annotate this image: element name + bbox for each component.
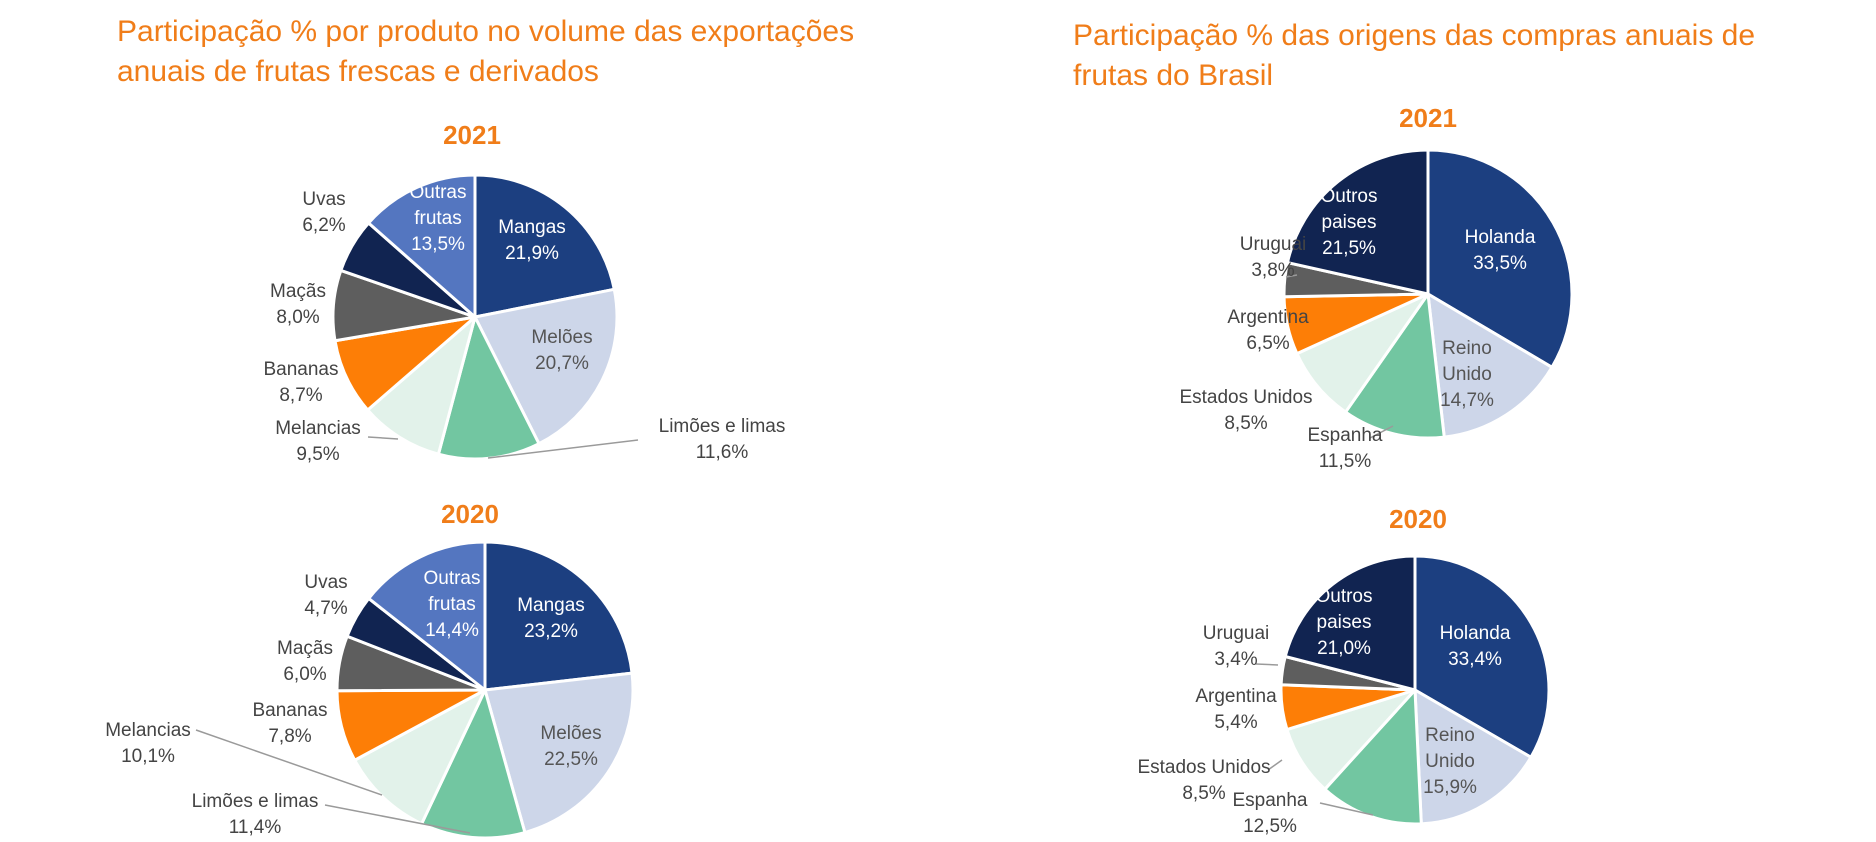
export-2021-label-limoes-e-limas: Limões e limas 11,6%: [659, 416, 786, 463]
export-2021-label-mangas: Mangas 21,9%: [498, 217, 566, 264]
export-2021-label-meloes: Melões 20,7%: [531, 327, 592, 374]
export-2020-label-macas: Maçãs 6,0%: [277, 638, 333, 685]
import-2020-year-label: 2020: [1389, 504, 1447, 534]
export-2020-slice-melancias: [353, 688, 487, 826]
import-2021-leader-espanha: [1369, 425, 1394, 439]
export-2020-slice-meloes: [483, 671, 635, 835]
import-2020-label-espanha: Espanha 12,5%: [1232, 790, 1307, 837]
export-2021-label-uvas: Uvas 6,2%: [302, 189, 345, 236]
export-2020-chart: 2020 Mangas 23,2% Melões 22,5% Limões e limas…: [105, 499, 635, 840]
import-2021-label-argentina: Argentina 6,5%: [1227, 307, 1309, 354]
export-2020-label-limoes-e-limas: Limões e limas 11,4%: [192, 791, 319, 838]
import-2021-label-uruguai: Uruguai 3,8%: [1240, 234, 1307, 281]
export-2021-leader-melancias: [367, 436, 399, 440]
import-2020-slice-holanda: [1413, 554, 1551, 759]
import-2020-label-estados-unidos: Estados Unidos 8,5%: [1137, 757, 1270, 804]
export-2021-label-melancias: Melancias 9,5%: [275, 418, 361, 465]
export-2021-slice-outras-frutas: [367, 173, 477, 319]
import-2020-slice-espanha: [1323, 688, 1423, 826]
import-2021-year-label: 2021: [1399, 103, 1457, 133]
import-2021-label-espanha: Espanha 11,5%: [1307, 425, 1382, 472]
export-2020-slice-outras-frutas: [367, 540, 487, 692]
import-2021-slice-espanha: [1344, 292, 1446, 440]
export-2021-slice-mangas: [473, 173, 616, 319]
left-panel-title: Participação % por produto no volume das…: [117, 15, 855, 88]
import-2020-leader-uruguai: [1255, 663, 1279, 666]
export-2020-label-outras-frutas: Outras frutas 14,4%: [423, 568, 480, 641]
export-2020-year-label: 2020: [441, 499, 499, 529]
right-panel-title: Participação % das origens das compras a…: [1073, 19, 1756, 92]
export-2020-slice-mangas: [483, 540, 634, 692]
export-2021-year-label: 2021: [443, 120, 501, 150]
import-2020-label-reino-unido: Reino Unido 15,9%: [1423, 725, 1477, 798]
import-2020-slice-outros-paises: [1283, 554, 1417, 692]
import-2020-label-outros-paises: Outros paises 21,0%: [1315, 586, 1372, 659]
import-2021-label-outros-paises: Outros paises 21,5%: [1320, 186, 1377, 259]
export-2020-label-bananas: Bananas 7,8%: [252, 700, 327, 747]
export-2020-leader-melancias: [195, 729, 383, 796]
import-2020-label-holanda: Holanda 33,4%: [1440, 623, 1511, 670]
import-2021-leader-uruguai: [1285, 274, 1298, 278]
import-2021-label-estados-unidos: Estados Unidos 8,5%: [1179, 387, 1312, 434]
export-2021-label-macas: Maçãs 8,0%: [270, 281, 326, 328]
import-2020-slice-reino-unido: [1413, 688, 1533, 826]
export-2021-slice-melancias: [366, 315, 477, 456]
export-2021-leader-limoes-e-limas: [487, 439, 639, 459]
import-2021-label-reino-unido: Reino Unido 14,7%: [1440, 338, 1494, 411]
import-2021-slice-outros-paises: [1285, 148, 1430, 296]
import-2020-leader-espanha: [1319, 802, 1374, 816]
import-2020-leader-estados-unidos: [1267, 759, 1283, 771]
export-2021-slice-meloes: [473, 287, 619, 446]
export-2021-chart: 2021 Mangas 21,9% Melões 20,7% Limões e limas…: [263, 120, 785, 465]
export-2020-label-mangas: Mangas 23,2%: [517, 595, 585, 642]
export-2020-label-meloes: Melões 22,5%: [540, 723, 601, 770]
import-2020-label-uruguai: Uruguai 3,4%: [1203, 623, 1270, 670]
export-2021-label-bananas: Bananas 8,7%: [263, 359, 338, 406]
export-2020-label-melancias: Melancias 10,1%: [105, 720, 191, 767]
import-2020-chart: 2020 Holanda 33,4% Reino Unido 15,9% Espanha 12…: [1137, 504, 1551, 837]
export-2021-label-outras-frutas: Outras frutas 13,5%: [409, 182, 466, 255]
export-2020-label-uvas: Uvas 4,7%: [304, 572, 347, 619]
import-2021-slice-holanda: [1426, 148, 1574, 369]
import-2021-chart: 2021 Holanda 33,5% Reino Unido 14,7% Espanha 11…: [1179, 103, 1574, 472]
export-2020-slice-limoes-e-limas: [420, 688, 527, 840]
import-2021-slice-reino-unido: [1426, 292, 1554, 439]
export-2020-leader-limoes-e-limas: [324, 804, 471, 834]
import-2020-label-argentina: Argentina 5,4%: [1195, 686, 1277, 733]
import-2021-label-holanda: Holanda 33,5%: [1465, 227, 1536, 274]
